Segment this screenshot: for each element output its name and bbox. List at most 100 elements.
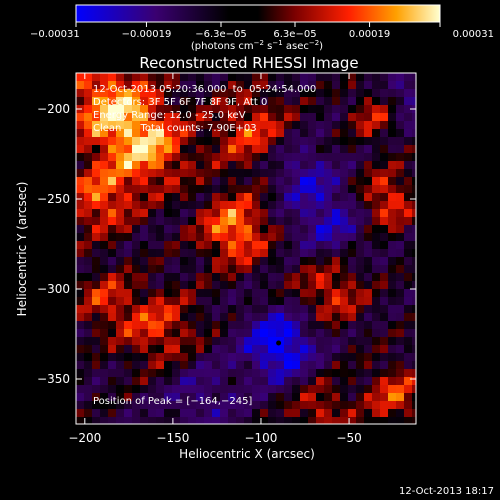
heatmap-cell — [308, 209, 316, 217]
heatmap-cell — [292, 209, 300, 217]
heatmap-cell — [156, 321, 164, 329]
heatmap-cell — [332, 217, 340, 225]
heatmap-cell — [340, 297, 348, 305]
heatmap-cell — [300, 313, 308, 321]
heatmap-cell — [364, 313, 372, 321]
heatmap-cell — [228, 209, 236, 217]
heatmap-cell — [388, 193, 396, 201]
heatmap-cell — [316, 385, 324, 393]
heatmap-cell — [76, 113, 84, 121]
heatmap-cell — [156, 337, 164, 345]
heatmap-cell — [188, 321, 196, 329]
heatmap-cell — [324, 233, 332, 241]
heatmap-cell — [220, 145, 228, 153]
heatmap-cell — [124, 241, 132, 249]
heatmap-cell — [412, 89, 416, 97]
heatmap-cell — [116, 105, 124, 113]
heatmap-cell — [388, 385, 396, 393]
heatmap-cell — [92, 257, 100, 265]
heatmap-cell — [316, 241, 324, 249]
heatmap-cell — [172, 161, 180, 169]
heatmap-cell — [116, 369, 124, 377]
heatmap-cell — [268, 161, 276, 169]
heatmap-cell — [300, 185, 308, 193]
heatmap-cell — [396, 217, 404, 225]
heatmap-cell — [140, 321, 148, 329]
heatmap-cell — [348, 329, 356, 337]
heatmap-cell — [308, 329, 316, 337]
heatmap-cell — [356, 393, 364, 401]
heatmap-cell — [244, 145, 252, 153]
heatmap-cell — [340, 313, 348, 321]
heatmap-cell — [228, 393, 236, 401]
heatmap-cell — [180, 129, 188, 137]
heatmap-cell — [252, 89, 260, 97]
heatmap-cell — [324, 265, 332, 273]
heatmap-cell — [156, 225, 164, 233]
heatmap-cell — [412, 113, 416, 121]
heatmap-cell — [268, 385, 276, 393]
heatmap-cell — [284, 393, 292, 401]
heatmap-cell — [340, 329, 348, 337]
heatmap-cell — [92, 313, 100, 321]
heatmap-cell — [300, 305, 308, 313]
heatmap-cell — [196, 121, 204, 129]
heatmap-cell — [380, 225, 388, 233]
heatmap-cell — [292, 401, 300, 409]
heatmap-cell — [252, 185, 260, 193]
heatmap-cell — [276, 121, 284, 129]
heatmap-cell — [404, 369, 412, 377]
heatmap-cell — [108, 233, 116, 241]
heatmap-cell — [404, 329, 412, 337]
heatmap-cell — [292, 297, 300, 305]
heatmap-cell — [188, 313, 196, 321]
heatmap-cell — [316, 377, 324, 385]
heatmap-cell — [140, 409, 148, 417]
heatmap-cell — [76, 409, 84, 417]
heatmap-cell — [92, 409, 100, 417]
heatmap-cell — [284, 233, 292, 241]
heatmap-cell — [172, 281, 180, 289]
heatmap-cell — [404, 273, 412, 281]
heatmap-cell — [124, 97, 132, 105]
heatmap-cell — [404, 81, 412, 89]
heatmap-cell — [100, 121, 108, 129]
heatmap-cell — [252, 401, 260, 409]
heatmap-cell — [260, 209, 268, 217]
heatmap-cell — [308, 273, 316, 281]
heatmap-cell — [260, 345, 268, 353]
heatmap-cell — [380, 113, 388, 121]
heatmap-cell — [348, 385, 356, 393]
heatmap-cell — [204, 289, 212, 297]
heatmap-cell — [388, 345, 396, 353]
heatmap-cell — [412, 417, 416, 424]
heatmap-cell — [308, 321, 316, 329]
heatmap-cell — [340, 273, 348, 281]
heatmap-cell — [284, 73, 292, 81]
heatmap-cell — [220, 369, 228, 377]
heatmap-cell — [292, 409, 300, 417]
heatmap-cell — [92, 209, 100, 217]
heatmap-cell — [364, 377, 372, 385]
heatmap-cell — [372, 137, 380, 145]
heatmap-cell — [284, 409, 292, 417]
heatmap-cell — [348, 249, 356, 257]
heatmap-cell — [156, 249, 164, 257]
heatmap-cell — [236, 169, 244, 177]
heatmap-cell — [340, 225, 348, 233]
heatmap-cell — [380, 361, 388, 369]
heatmap-cell — [308, 393, 316, 401]
heatmap-cell — [180, 401, 188, 409]
heatmap-cell — [324, 73, 332, 81]
heatmap-cell — [284, 145, 292, 153]
heatmap-cell — [164, 289, 172, 297]
heatmap-cell — [92, 241, 100, 249]
heatmap-cell — [348, 121, 356, 129]
heatmap-cell — [276, 81, 284, 89]
heatmap-cell — [100, 89, 108, 97]
heatmap-cell — [140, 81, 148, 89]
heatmap-cell — [324, 401, 332, 409]
heatmap-cell — [364, 353, 372, 361]
heatmap-cell — [380, 137, 388, 145]
heatmap-cell — [300, 329, 308, 337]
